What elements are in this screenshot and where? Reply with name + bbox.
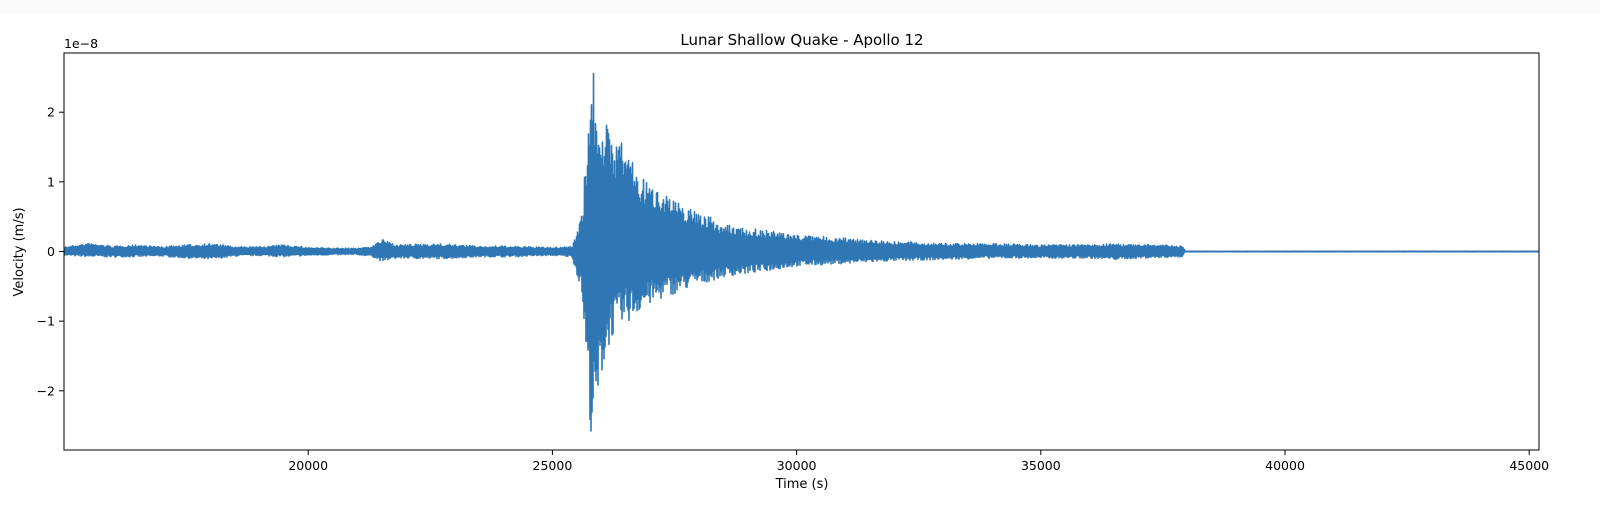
chart-title: Lunar Shallow Quake - Apollo 12 — [680, 31, 923, 49]
x-axis-ticks: 20000 25000 30000 35000 40000 45000 — [288, 450, 1549, 473]
x-tick-label: 40000 — [1265, 458, 1305, 473]
y-axis-label: Velocity (m/s) — [12, 207, 27, 296]
x-tick-label: 20000 — [288, 458, 328, 473]
y-tick-label: −1 — [37, 314, 55, 329]
y-tick-label: 1 — [47, 174, 55, 189]
series-line — [64, 72, 1539, 432]
x-tick-label: 30000 — [777, 458, 817, 473]
window-top-strip — [0, 0, 1600, 14]
x-axis-label: Time (s) — [775, 477, 829, 492]
y-axis-ticks: −2 −1 0 1 2 — [37, 105, 64, 398]
plot-layer — [64, 72, 1539, 432]
y-tick-label: −2 — [37, 383, 55, 398]
x-tick-label: 45000 — [1509, 458, 1549, 473]
y-tick-label: 2 — [47, 105, 55, 120]
y-axis-offset-label: 1e−8 — [64, 36, 98, 51]
axes-frame — [63, 52, 1540, 451]
x-tick-label: 25000 — [533, 458, 573, 473]
x-tick-label: 35000 — [1021, 458, 1061, 473]
y-tick-label: 0 — [47, 244, 55, 259]
